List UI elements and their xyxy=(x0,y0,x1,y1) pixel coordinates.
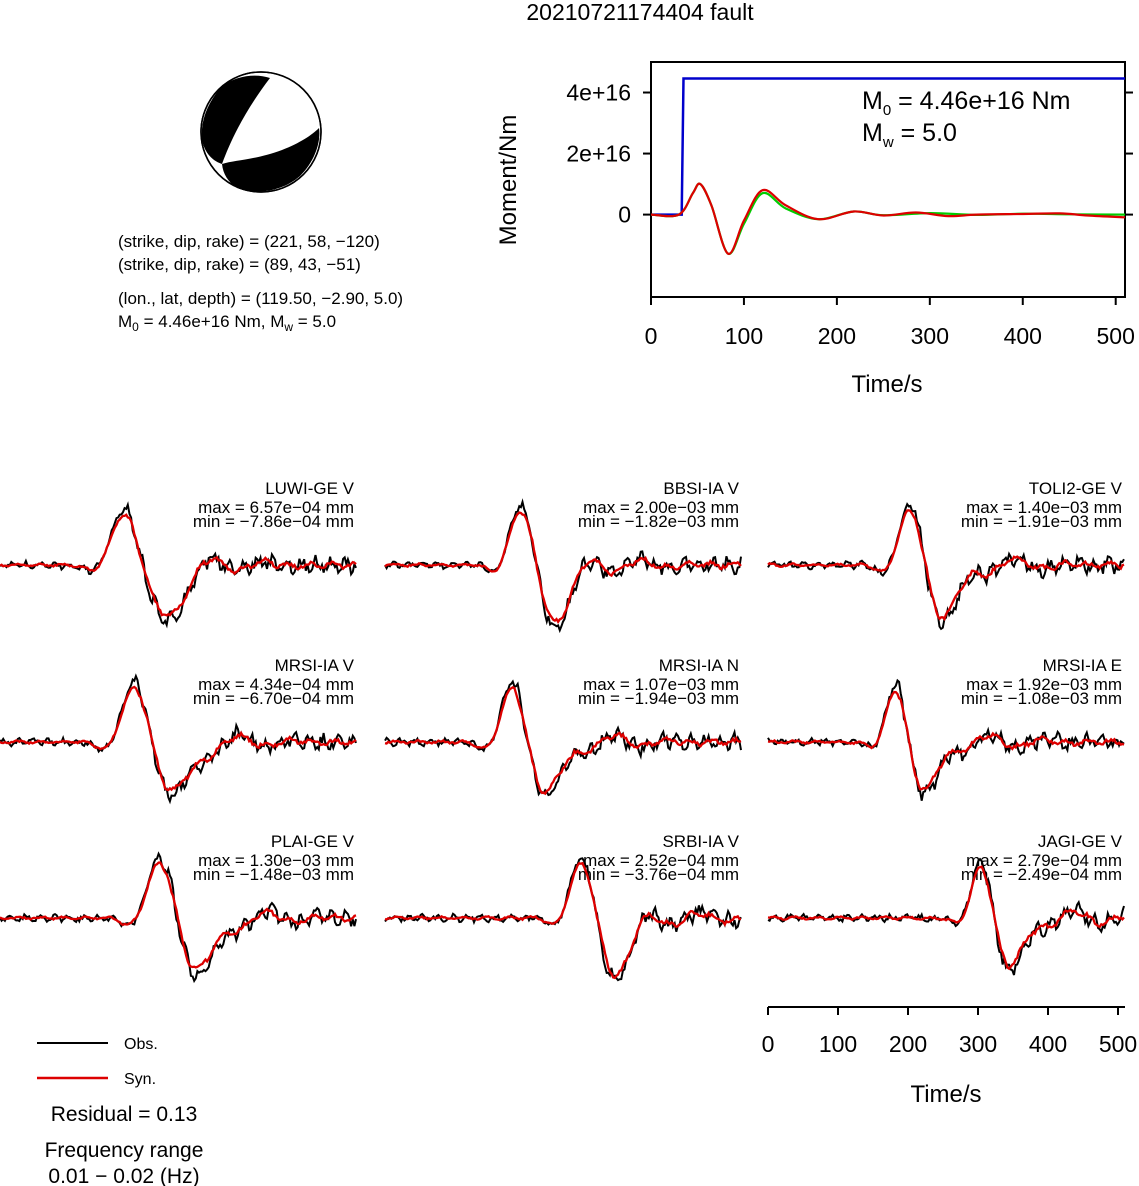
station-name: MRSI-IA N xyxy=(659,656,739,675)
moment-xtick-label: 100 xyxy=(725,323,763,349)
synthetic-trace xyxy=(384,861,741,980)
station-min: min = −1.08e−03 mm xyxy=(961,689,1122,708)
station-name: TOLI2-GE V xyxy=(1029,479,1123,498)
moment-plot-frame xyxy=(650,61,1126,298)
station-name: MRSI-IA E xyxy=(1043,656,1122,675)
station-max: max = 1.40e−03 mm xyxy=(966,498,1122,517)
figure-title: 20210721174404 fault xyxy=(526,0,754,25)
nodal-plane-1: (strike, dip, rake) = (221, 58, −120) xyxy=(118,232,380,251)
moment-ytick-label: 2e+16 xyxy=(566,141,631,167)
observed-trace xyxy=(384,498,742,634)
legend: Obs. Syn. xyxy=(37,1036,158,1088)
synthetic-trace xyxy=(0,861,357,969)
station-max: max = 1.07e−03 mm xyxy=(583,675,739,694)
synthetic-trace xyxy=(384,685,742,796)
wave-xtick-label: 200 xyxy=(889,1031,927,1057)
wave-xlabel: Time/s xyxy=(910,1081,981,1108)
wave-xtick-label: 400 xyxy=(1029,1031,1067,1057)
station-min: min = −3.76e−04 mm xyxy=(578,865,739,884)
station-min: min = −6.70e−04 mm xyxy=(193,689,354,708)
location-depth: (lon., lat, depth) = (119.50, −2.90, 5.0… xyxy=(118,289,403,308)
moment-xlabel: Time/s xyxy=(851,371,922,398)
moment-ytick-label: 0 xyxy=(618,202,631,228)
moment-summary: M0 = 4.46e+16 Nm, Mw = 5.0 xyxy=(118,312,336,334)
station-min: min = −1.82e−03 mm xyxy=(578,512,739,531)
legend-syn-label: Syn. xyxy=(124,1071,156,1088)
moment-plot: 4e+16 2e+16 0 0 100 200 300 400 500 Moment/Nm T… xyxy=(495,61,1135,398)
station-max: max = 1.30e−03 mm xyxy=(198,851,354,870)
station-min: min = −7.86e−04 mm xyxy=(193,512,354,531)
station-name: PLAI-GE V xyxy=(271,832,355,851)
nodal-plane-2: (strike, dip, rake) = (89, 43, −51) xyxy=(118,255,361,274)
synthetic-trace xyxy=(0,685,357,792)
station-min: min = −1.48e−03 mm xyxy=(193,865,354,884)
station-min: min = −1.91e−03 mm xyxy=(961,512,1122,531)
station-min: min = −2.49e−04 mm xyxy=(961,865,1122,884)
station-name: MRSI-IA V xyxy=(275,656,355,675)
station-name: SRBI-IA V xyxy=(662,832,739,851)
focal-mechanism-beachball xyxy=(200,71,322,193)
station-max: max = 2.00e−03 mm xyxy=(583,498,739,517)
moment-xtick-label: 400 xyxy=(1004,323,1042,349)
frequency-range-value: 0.01 − 0.02 (Hz) xyxy=(48,1165,199,1186)
synthetic-trace xyxy=(767,690,1125,791)
source-info: (strike, dip, rake) = (221, 58, −120) (s… xyxy=(118,232,403,334)
synthetic-trace xyxy=(767,509,1125,622)
moment-ylabel: Moment/Nm xyxy=(495,115,522,246)
station-max: max = 2.79e−04 mm xyxy=(966,851,1122,870)
station-name: BBSI-IA V xyxy=(663,479,739,498)
station-max: max = 1.92e−03 mm xyxy=(966,675,1122,694)
residual-label: Residual = 0.13 xyxy=(51,1103,198,1126)
wave-xtick-label: 300 xyxy=(959,1031,997,1057)
station-max: max = 4.34e−04 mm xyxy=(198,675,354,694)
moment-xtick-label: 0 xyxy=(645,323,658,349)
moment-xtick-label: 200 xyxy=(818,323,856,349)
synthetic-trace xyxy=(0,513,357,617)
wave-xtick-label: 500 xyxy=(1099,1031,1137,1057)
synthetic-trace xyxy=(384,511,742,624)
moment-ytick-label: 4e+16 xyxy=(566,80,631,106)
station-name: LUWI-GE V xyxy=(265,479,354,498)
wave-xtick-label: 0 xyxy=(762,1031,775,1057)
moment-m0-annotation: M0 = 4.46e+16 Nm xyxy=(862,87,1070,119)
waveform-time-axis: 0 100 200 300 400 500 Time/s xyxy=(762,1006,1137,1108)
moment-xtick-label: 500 xyxy=(1097,323,1135,349)
moment-rate-syn-line xyxy=(650,182,1126,255)
wave-xtick-label: 100 xyxy=(819,1031,857,1057)
station-max: max = 6.57e−04 mm xyxy=(198,498,354,517)
station-max: max = 2.52e−04 mm xyxy=(583,851,739,870)
frequency-range-title: Frequency range xyxy=(45,1139,204,1162)
moment-mw-annotation: Mw = 5.0 xyxy=(862,119,957,151)
moment-cumulative-line xyxy=(651,77,1125,216)
moment-xtick-label: 300 xyxy=(911,323,949,349)
legend-obs-label: Obs. xyxy=(124,1036,158,1053)
station-min: min = −1.94e−03 mm xyxy=(578,689,739,708)
synthetic-trace xyxy=(767,865,1125,971)
station-name: JAGI-GE V xyxy=(1038,832,1123,851)
